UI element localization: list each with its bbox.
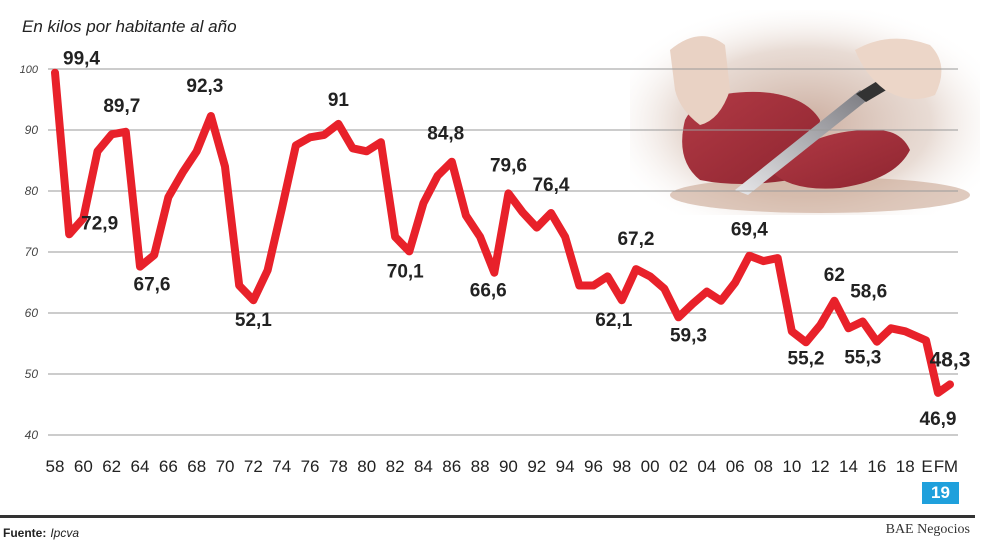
x-tick-60: 60 [74,457,93,476]
x-tick-M: M [944,457,958,476]
x-tick-72: 72 [244,457,263,476]
data-label-1999: 67,2 [617,229,654,250]
y-tick-40: 40 [25,428,39,442]
data-label-1993: 76,4 [532,175,569,196]
x-tick-76: 76 [301,457,320,476]
consumption-line [51,68,954,397]
data-label-1990: 79,6 [490,155,527,176]
x-tick-80: 80 [357,457,376,476]
y-tick-100: 100 [20,64,39,76]
x-tick-86: 86 [442,457,461,476]
x-tick-04: 04 [697,457,716,476]
x-tick-70: 70 [216,457,235,476]
x-tick-90: 90 [499,457,518,476]
x-tick-06: 06 [726,457,745,476]
x-tick-58: 58 [46,457,65,476]
data-label-1989: 66,6 [470,281,507,302]
data-label-1972: 52,1 [235,310,272,331]
data-label-2016: 55,3 [844,348,881,369]
x-tick-98: 98 [612,457,631,476]
data-label-1963: 89,7 [103,96,140,117]
x-tick-02: 02 [669,457,688,476]
x-tick-00: 00 [641,457,660,476]
x-tick-62: 62 [102,457,121,476]
data-label-1958: 99,4 [63,49,100,70]
data-label-1978: 91 [328,90,350,111]
data-label-1959: 72,9 [81,213,118,234]
data-label-1964: 67,6 [134,275,171,296]
x-tick-16: 16 [867,457,886,476]
x-tick-74: 74 [272,457,291,476]
data-label-M-2019: 48,3 [930,348,971,371]
footer-divider [0,515,975,518]
publisher-brand: BAE Negocios [885,522,970,537]
x-tick-78: 78 [329,457,348,476]
data-label-2002: 59,3 [670,325,707,346]
data-label-2011: 55,2 [788,348,825,369]
data-label-1998: 62,1 [595,310,632,331]
source-credit: Fuente: Ipcva [3,526,79,540]
year-badge-2019: 19 [922,482,959,504]
x-tick-F: F [934,457,944,476]
x-tick-64: 64 [131,457,150,476]
y-axis-ticks: 40 50 60 70 80 90 100 [20,64,39,442]
x-tick-66: 66 [159,457,178,476]
x-tick-84: 84 [414,457,433,476]
data-label-2015: 58,6 [850,282,887,303]
data-label-1969: 92,3 [186,76,223,97]
y-tick-50: 50 [25,367,39,381]
gridlines [48,68,958,436]
data-label-2007: 69,4 [731,220,768,241]
source-label: Fuente: [3,526,47,540]
x-tick-08: 08 [754,457,773,476]
y-tick-80: 80 [25,184,39,198]
x-tick-88: 88 [471,457,490,476]
data-labels: 99,4 72,9 89,7 67,6 92,3 52,1 91 70,1 84,8 66,6 79… [63,49,970,430]
x-tick-14: 14 [839,457,858,476]
chart-subtitle: En kilos por habitante al año [22,17,237,36]
source-value: Ipcva [50,526,80,540]
x-tick-94: 94 [556,457,575,476]
y-tick-90: 90 [25,123,39,137]
data-label-F-2019: 46,9 [920,409,957,430]
x-tick-E: E [921,457,932,476]
x-tick-12: 12 [811,457,830,476]
x-tick-82: 82 [386,457,405,476]
y-tick-60: 60 [25,306,39,320]
x-tick-92: 92 [527,457,546,476]
data-label-1983: 70,1 [387,261,424,282]
x-tick-10: 10 [782,457,801,476]
y-tick-70: 70 [25,245,39,259]
x-tick-68: 68 [187,457,206,476]
x-tick-18: 18 [896,457,915,476]
x-axis-ticks: 58 60 62 64 66 68 70 72 74 76 78 80 82 84 86 88 90 92 94 96… [46,457,959,476]
data-label-2013: 62 [824,265,845,286]
data-label-1986: 84,8 [427,124,464,145]
x-tick-96: 96 [584,457,603,476]
